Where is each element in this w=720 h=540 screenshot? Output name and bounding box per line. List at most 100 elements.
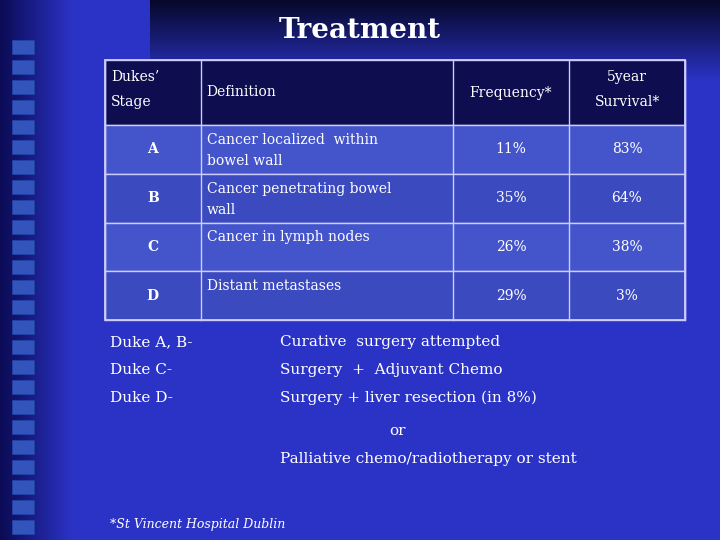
Bar xyxy=(24,0,25,540)
Bar xyxy=(527,0,528,540)
Bar xyxy=(188,0,189,540)
Bar xyxy=(474,0,475,540)
Bar xyxy=(40,0,41,540)
Bar xyxy=(150,10,720,11)
Bar xyxy=(150,31,720,32)
Bar xyxy=(612,0,613,540)
Bar xyxy=(321,0,322,540)
Text: C: C xyxy=(148,240,158,254)
Bar xyxy=(150,43,720,44)
Bar xyxy=(507,0,508,540)
Bar xyxy=(190,0,191,540)
Bar xyxy=(12,320,34,334)
Bar xyxy=(82,0,83,540)
Bar xyxy=(191,0,192,540)
Bar xyxy=(150,54,720,55)
Bar xyxy=(440,0,441,540)
Bar xyxy=(256,0,257,540)
Bar xyxy=(150,55,720,56)
Bar xyxy=(519,0,520,540)
Bar xyxy=(667,0,668,540)
Bar xyxy=(409,0,410,540)
Text: Dukes’: Dukes’ xyxy=(111,70,159,84)
Bar xyxy=(160,0,161,540)
Bar xyxy=(692,0,693,540)
Bar xyxy=(78,0,79,540)
Bar xyxy=(214,0,215,540)
Bar xyxy=(619,0,620,540)
Bar xyxy=(101,0,102,540)
Bar xyxy=(252,0,253,540)
Bar xyxy=(150,18,720,19)
Bar xyxy=(63,0,64,540)
Bar xyxy=(340,0,341,540)
Bar xyxy=(234,0,235,540)
Bar xyxy=(41,0,42,540)
Bar xyxy=(8,0,9,540)
Bar xyxy=(60,0,61,540)
Bar xyxy=(55,0,56,540)
Bar xyxy=(246,0,247,540)
Bar xyxy=(150,11,720,12)
Bar xyxy=(105,174,685,222)
Bar xyxy=(408,0,409,540)
Text: wall: wall xyxy=(207,203,236,217)
Bar xyxy=(34,0,35,540)
Bar xyxy=(253,0,254,540)
Bar xyxy=(368,0,369,540)
Bar xyxy=(343,0,344,540)
Bar xyxy=(12,360,34,374)
Bar xyxy=(59,0,60,540)
Bar xyxy=(586,0,587,540)
Bar xyxy=(310,0,311,540)
Bar xyxy=(248,0,249,540)
Bar xyxy=(498,0,499,540)
Bar xyxy=(22,0,23,540)
Bar xyxy=(21,0,22,540)
Bar xyxy=(150,29,720,30)
Bar xyxy=(363,0,364,540)
Bar xyxy=(608,0,609,540)
Bar xyxy=(150,12,720,13)
Bar xyxy=(447,0,448,540)
Bar xyxy=(57,0,58,540)
Bar xyxy=(592,0,593,540)
Bar xyxy=(346,0,347,540)
Bar xyxy=(247,0,248,540)
Bar xyxy=(132,0,133,540)
Bar xyxy=(634,0,635,540)
Bar xyxy=(698,0,699,540)
Bar xyxy=(108,0,109,540)
Bar xyxy=(532,0,533,540)
Bar xyxy=(552,0,553,540)
Bar xyxy=(362,0,363,540)
Bar xyxy=(367,0,368,540)
Bar xyxy=(112,0,113,540)
Bar xyxy=(150,41,720,42)
Bar xyxy=(509,0,510,540)
Bar xyxy=(13,0,14,540)
Bar xyxy=(70,0,71,540)
Bar xyxy=(390,0,391,540)
Bar xyxy=(162,0,163,540)
Bar xyxy=(386,0,387,540)
Bar xyxy=(77,0,78,540)
Bar xyxy=(76,0,77,540)
Bar xyxy=(686,0,687,540)
Bar xyxy=(578,0,579,540)
Bar xyxy=(117,0,118,540)
Text: 29%: 29% xyxy=(495,288,526,302)
Bar xyxy=(83,0,84,540)
Bar xyxy=(12,400,34,414)
Bar xyxy=(257,0,258,540)
Bar xyxy=(92,0,93,540)
Bar xyxy=(263,0,264,540)
Bar xyxy=(20,0,21,540)
Bar xyxy=(614,0,615,540)
Bar xyxy=(695,0,696,540)
Bar xyxy=(185,0,186,540)
Bar xyxy=(450,0,451,540)
Bar xyxy=(271,0,272,540)
Bar xyxy=(685,0,686,540)
Bar xyxy=(228,0,229,540)
